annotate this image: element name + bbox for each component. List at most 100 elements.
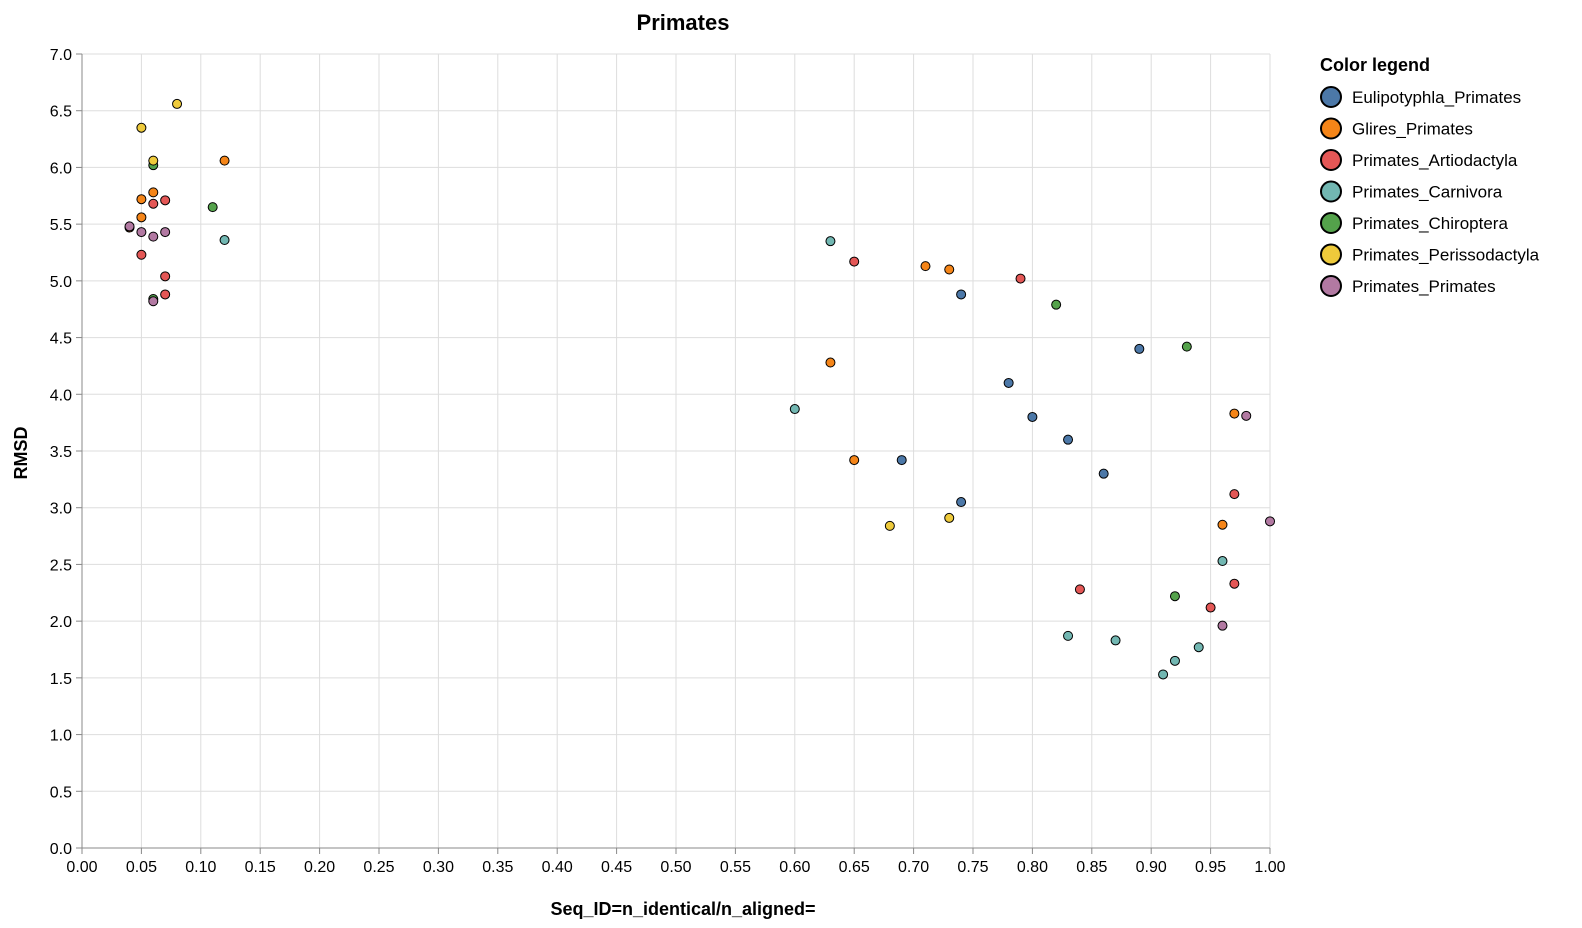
legend-label: Primates_Artiodactyla — [1352, 151, 1518, 170]
x-tick-label: 0.75 — [957, 859, 988, 876]
legend: Color legend Eulipotyphla_Primates Glires… — [1320, 55, 1540, 297]
data-point — [1134, 343, 1145, 354]
legend-label: Eulipotyphla_Primates — [1352, 88, 1521, 107]
legend-title: Color legend — [1320, 55, 1430, 75]
x-tick-label: 0.10 — [185, 859, 216, 876]
data-point — [944, 264, 955, 275]
data-point — [219, 235, 230, 246]
data-point — [849, 256, 860, 267]
series-Glires_Primates — [124, 155, 1240, 530]
x-tick-label: 0.05 — [126, 859, 157, 876]
x-tick-label: 0.35 — [482, 859, 513, 876]
x-tick-label: 0.45 — [601, 859, 632, 876]
x-tick-label: 0.95 — [1195, 859, 1226, 876]
series-Eulipotyphla_Primates — [896, 289, 1145, 508]
data-point — [1205, 602, 1216, 613]
data-point — [148, 296, 159, 307]
x-axis-title: Seq_ID=n_identical/n_aligned= — [550, 899, 815, 919]
y-tick-label: 5.0 — [50, 274, 72, 291]
data-point — [160, 195, 171, 206]
legend-swatch — [1320, 275, 1342, 297]
data-point — [956, 497, 967, 508]
x-tick-label: 0.80 — [1017, 859, 1048, 876]
data-point — [1098, 468, 1109, 479]
y-tick-label: 3.0 — [50, 501, 72, 518]
y-tick-label: 6.0 — [50, 160, 72, 177]
y-tick-label: 1.5 — [50, 671, 72, 688]
y-tick-label: 0.5 — [50, 784, 72, 801]
legend-swatch — [1320, 86, 1342, 108]
y-tick-label: 2.0 — [50, 614, 72, 631]
data-point — [1074, 584, 1085, 595]
data-point — [884, 520, 895, 531]
data-point — [1229, 408, 1240, 419]
x-tick-label: 1.00 — [1254, 859, 1285, 876]
data-point — [1110, 635, 1121, 646]
series-Primates_Primates — [124, 221, 1275, 631]
series-Primates_Artiodactyla — [136, 195, 1240, 613]
data-point — [160, 289, 171, 300]
legend-label: Primates_Chiroptera — [1352, 214, 1508, 233]
data-point — [148, 155, 159, 166]
data-points — [124, 98, 1275, 680]
x-tick-label: 0.30 — [423, 859, 454, 876]
y-tick-label: 2.5 — [50, 557, 72, 574]
legend-label: Primates_Primates — [1352, 277, 1496, 296]
data-point — [825, 357, 836, 368]
legend-swatch — [1320, 149, 1342, 171]
data-point — [1241, 410, 1252, 421]
grid — [81, 53, 1271, 849]
legend-swatch — [1320, 117, 1342, 140]
data-point — [136, 194, 147, 205]
data-point — [207, 202, 218, 213]
data-point — [1181, 341, 1192, 352]
data-point — [136, 122, 147, 133]
legend-label: Primates_Perissodactyla — [1352, 246, 1540, 265]
data-point — [148, 231, 159, 242]
series-Primates_Perissodactyla — [136, 98, 955, 531]
data-point — [136, 249, 147, 260]
data-point — [1265, 516, 1275, 527]
y-tick-label: 1.0 — [50, 728, 72, 745]
data-point — [160, 271, 171, 282]
x-tick-label: 0.90 — [1136, 859, 1167, 876]
data-point — [219, 155, 230, 166]
x-tick-label: 0.50 — [660, 859, 691, 876]
y-tick-label: 7.0 — [50, 47, 72, 64]
data-point — [148, 198, 159, 209]
data-point — [124, 221, 135, 232]
axes: 0.00 0.05 0.10 0.15 0.20 0.25 0.30 0.35 0.40 0.45… — [50, 47, 1286, 876]
y-tick-label: 4.5 — [50, 331, 72, 348]
data-point — [1027, 411, 1038, 422]
chart-title: Primates — [637, 10, 730, 35]
x-tick-label: 0.60 — [779, 859, 810, 876]
data-point — [789, 404, 800, 415]
legend-label: Primates_Carnivora — [1352, 183, 1503, 202]
data-point — [1217, 519, 1228, 530]
legend-swatch — [1320, 243, 1342, 266]
data-point — [825, 236, 836, 247]
data-point — [160, 227, 171, 238]
legend-label: Glires_Primates — [1352, 120, 1473, 139]
x-tick-label: 0.65 — [839, 859, 870, 876]
data-point — [1229, 578, 1240, 589]
y-tick-label: 4.0 — [50, 387, 72, 404]
y-tick-label: 0.0 — [50, 841, 72, 858]
data-point — [1063, 434, 1074, 445]
y-tick-label: 5.5 — [50, 217, 72, 234]
data-point — [1217, 620, 1228, 631]
data-point — [136, 212, 147, 223]
data-point — [172, 98, 183, 109]
y-tick-label: 6.5 — [50, 104, 72, 121]
data-point — [1158, 669, 1169, 680]
data-point — [849, 455, 860, 466]
data-point — [944, 512, 955, 523]
data-point — [148, 187, 159, 198]
data-point — [1063, 630, 1074, 641]
data-point — [956, 289, 967, 300]
data-point — [1015, 273, 1026, 284]
x-tick-label: 0.25 — [363, 859, 394, 876]
data-point — [1169, 591, 1180, 602]
data-point — [1051, 299, 1062, 310]
data-point — [136, 227, 147, 238]
